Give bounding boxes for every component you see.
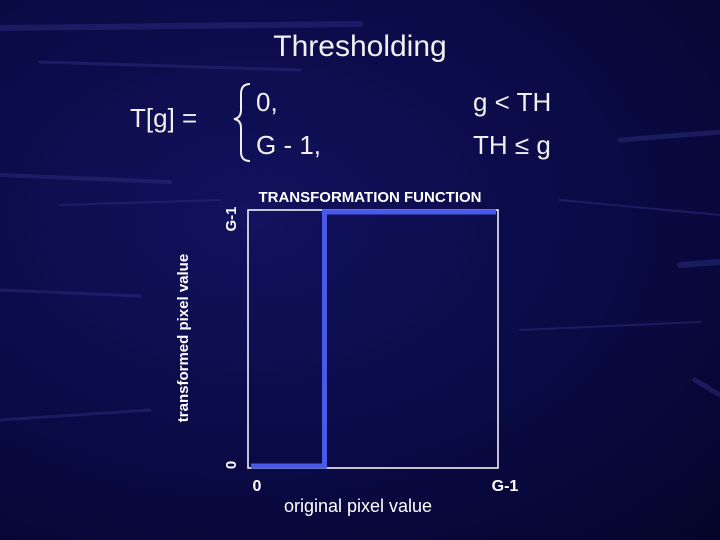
page-title: Thresholding — [273, 30, 447, 63]
equation-lhs: T[g] = — [130, 103, 198, 133]
x-tick-label-g1: G-1 — [492, 478, 519, 495]
case-condition-1: g < TH — [473, 87, 552, 117]
x-axis-label: original pixel value — [284, 496, 432, 516]
y-axis-label: transformed pixel value — [175, 254, 192, 422]
series-line — [251, 209, 496, 469]
case-value-1: 0, — [256, 87, 278, 117]
chart-title: TRANSFORMATION FUNCTION — [258, 189, 481, 206]
y-tick-label-g1: G-1 — [223, 206, 240, 231]
case-condition-2: TH ≤ g — [473, 130, 551, 160]
case-value-2: G - 1, — [256, 130, 322, 160]
chart-frame — [247, 209, 499, 469]
y-tick-label-0: 0 — [223, 461, 240, 469]
x-tick-label-0: 0 — [253, 478, 262, 495]
